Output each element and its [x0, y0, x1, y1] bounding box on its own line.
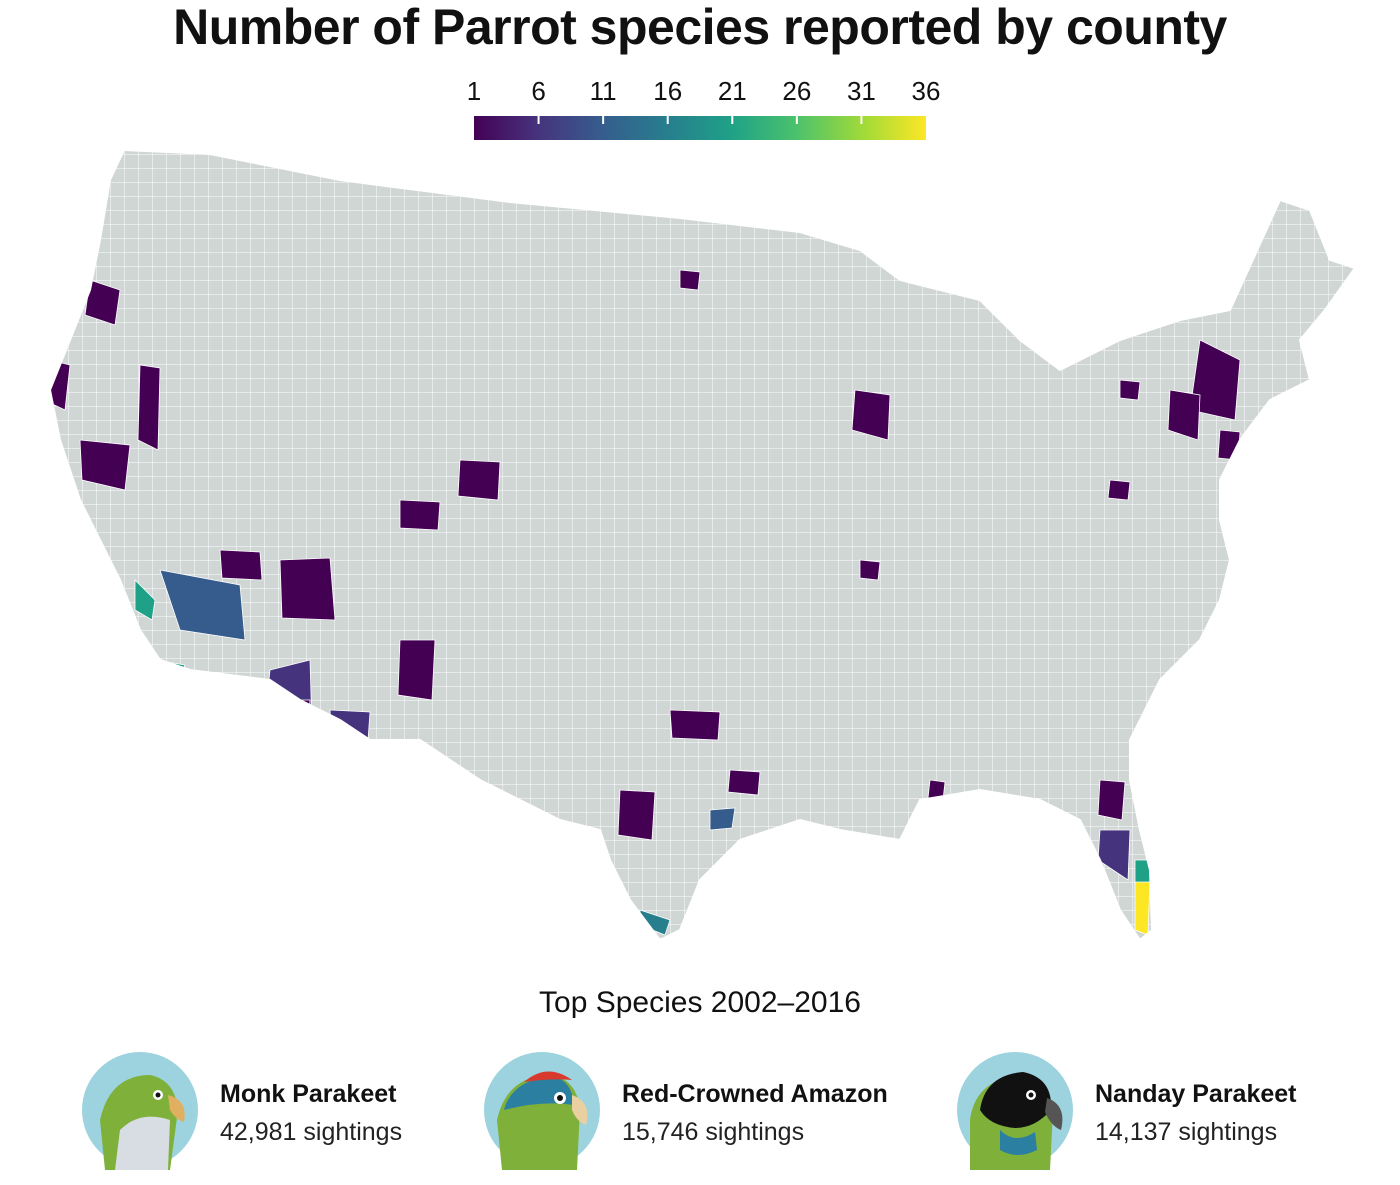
county-highlight: [219, 549, 263, 581]
county-highlight: [134, 579, 156, 621]
county-highlight: [137, 364, 161, 451]
us-county-map: [40, 140, 1370, 960]
us-map-svg: [48, 148, 1357, 942]
legend-tick-label: 36: [912, 76, 941, 106]
legend-tick-label: 6: [531, 76, 545, 106]
county-highlight: [1107, 479, 1131, 501]
species-heading: Top Species 2002–2016: [539, 986, 861, 1019]
county-highlight: [1189, 339, 1241, 421]
county-highlight: [264, 659, 313, 731]
county-highlight: [709, 807, 736, 831]
legend-tick-label: 11: [590, 76, 617, 106]
county-highlight: [669, 709, 721, 741]
legend-tick-label: 31: [847, 76, 876, 106]
county-highlight: [617, 789, 656, 841]
nanday-parakeet-icon: [957, 1052, 1073, 1170]
legend-tick-label: 16: [653, 76, 682, 106]
county-highlight: [1119, 379, 1141, 401]
species-card-nanday-parakeet: Nanday Parakeet 14,137 sightings: [955, 1050, 1375, 1180]
county-highlight: [1167, 389, 1201, 441]
red-crowned-amazon-icon: [484, 1052, 600, 1170]
county-highlight: [851, 389, 891, 441]
county-highlight: [279, 557, 336, 621]
species-name: Monk Parakeet: [220, 1080, 397, 1108]
county-highlight: [159, 569, 246, 641]
county-highlight: [727, 769, 761, 796]
monk-parakeet-icon: [82, 1052, 198, 1170]
legend-tick-label: 1: [467, 76, 481, 106]
county-highlight: [277, 699, 311, 741]
county-highlight: [859, 559, 881, 581]
species-count: 42,981 sightings: [220, 1118, 403, 1146]
color-legend-scale: 1 6 11 16 21 26 31 36: [467, 76, 941, 140]
species-card-red-crowned-amazon: Red-Crowned Amazon 15,746 sightings: [482, 1050, 902, 1180]
county-highlight: [397, 639, 436, 701]
species-card-monk-parakeet: Monk Parakeet 42,981 sightings: [80, 1050, 500, 1180]
legend-tick-label: 26: [782, 76, 811, 106]
species-count: 15,746 sightings: [622, 1118, 805, 1146]
county-highlight: [679, 269, 701, 291]
color-legend: 1 6 11 16 21 26 31 36: [440, 70, 960, 150]
species-count: 14,137 sightings: [1095, 1118, 1278, 1146]
species-name: Nanday Parakeet: [1095, 1080, 1297, 1108]
legend-tick-label: 21: [718, 76, 747, 106]
map-title: Number of Parrot species reported by cou…: [173, 0, 1227, 55]
county-highlight: [399, 499, 441, 531]
county-base-layer: [50, 150, 1355, 940]
county-highlight: [1097, 829, 1131, 881]
county-highlight: [1134, 879, 1151, 936]
county-highlight: [84, 279, 121, 326]
county-highlight: [457, 459, 501, 501]
county-highlight: [1097, 779, 1126, 821]
county-highlight: [79, 439, 131, 491]
legend-gradient-bar: [474, 116, 926, 140]
species-name: Red-Crowned Amazon: [622, 1080, 888, 1108]
us-outline: [48, 148, 1357, 942]
